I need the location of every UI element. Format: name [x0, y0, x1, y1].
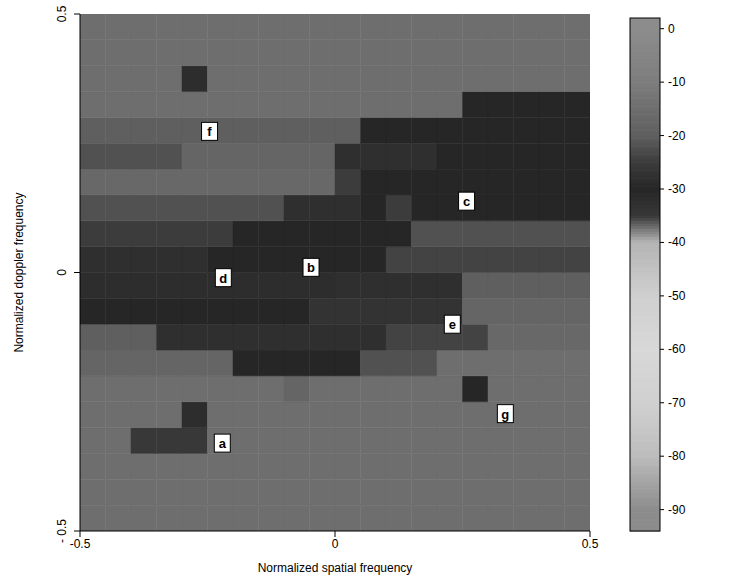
- svg-text:-90: -90: [668, 503, 686, 517]
- svg-text:e: e: [449, 317, 456, 332]
- svg-text:- 0.5: - 0.5: [55, 519, 69, 543]
- svg-text:0: 0: [668, 22, 675, 36]
- svg-text:-30: -30: [668, 182, 686, 196]
- svg-text:Normalized doppler frequency: Normalized doppler frequency: [12, 192, 26, 352]
- svg-text:-80: -80: [668, 449, 686, 463]
- svg-text:-0.5: -0.5: [70, 537, 91, 551]
- svg-text:a: a: [219, 436, 227, 451]
- svg-text:c: c: [463, 194, 470, 209]
- svg-text:-20: -20: [668, 129, 686, 143]
- svg-text:d: d: [219, 271, 227, 286]
- svg-text:0.5: 0.5: [582, 537, 599, 551]
- svg-text:b: b: [307, 260, 315, 275]
- svg-text:g: g: [501, 407, 509, 422]
- svg-text:0: 0: [55, 269, 69, 276]
- svg-text:-10: -10: [668, 75, 686, 89]
- svg-text:-40: -40: [668, 235, 686, 249]
- svg-text:-50: -50: [668, 289, 686, 303]
- svg-text:0.5: 0.5: [55, 5, 69, 22]
- svg-text:f: f: [207, 124, 212, 139]
- svg-text:Normalized spatial frequency: Normalized spatial frequency: [258, 561, 413, 575]
- svg-text:0: 0: [332, 537, 339, 551]
- svg-text:-70: -70: [668, 396, 686, 410]
- svg-text:-60: -60: [668, 342, 686, 356]
